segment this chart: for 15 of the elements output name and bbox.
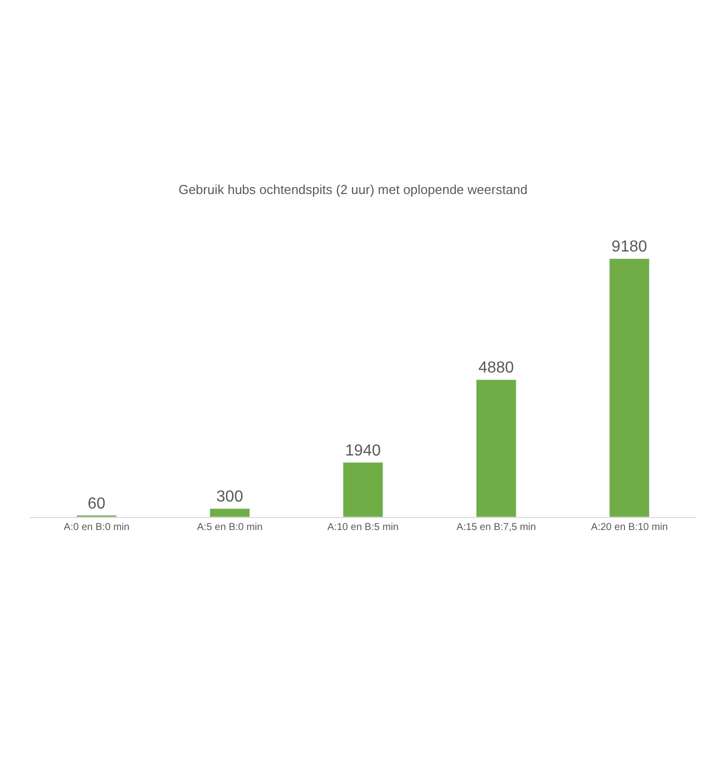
chart-title: Gebruik hubs ochtendspits (2 uur) met oplopende weerstand <box>178 182 528 198</box>
bar <box>210 508 250 517</box>
x-tick-label: A:10 en B:5 min <box>327 522 399 533</box>
data-label: 1940 <box>345 442 381 460</box>
data-label: 300 <box>216 488 244 506</box>
x-tick-label: A:20 en B:10 min <box>591 522 668 533</box>
x-tick-label: A:5 en B:0 min <box>197 522 263 533</box>
x-tick-label: A:15 en B:7,5 min <box>456 522 536 533</box>
bar <box>342 462 384 517</box>
bar <box>476 379 516 517</box>
x-tick-label: A:0 en B:0 min <box>64 522 130 533</box>
data-label: 9180 <box>612 238 648 256</box>
data-label: 60 <box>88 495 106 512</box>
data-label: 4880 <box>478 360 514 377</box>
bar <box>609 258 650 517</box>
